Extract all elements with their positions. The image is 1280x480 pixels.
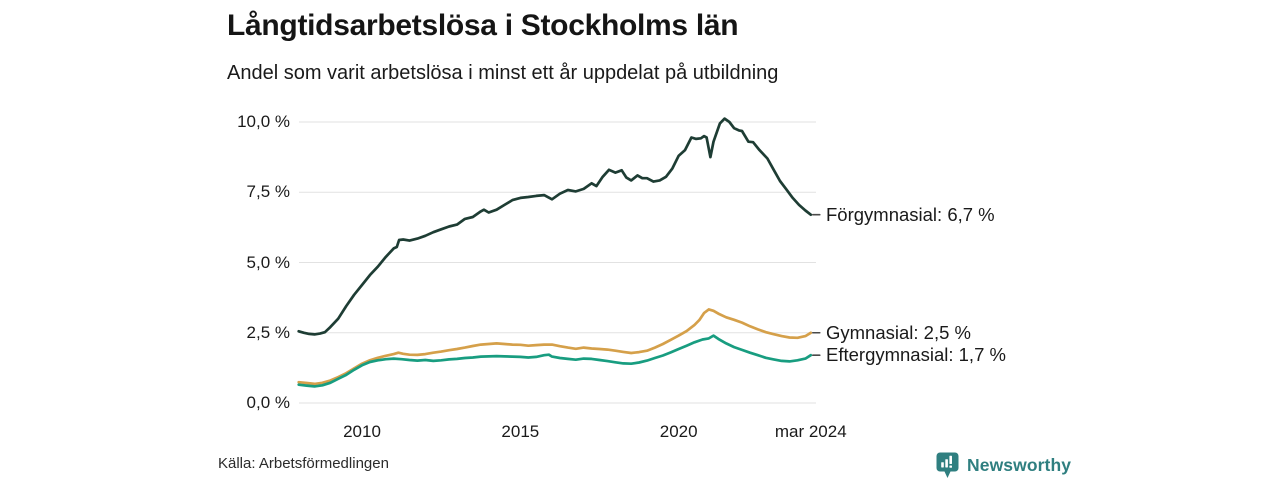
- series-label-eftergymnasial: Eftergymnasial: 1,7 %: [826, 344, 1006, 366]
- chart-subtitle: Andel som varit arbetslösa i minst ett å…: [227, 62, 779, 84]
- y-tick-label: 10,0 %: [237, 112, 290, 131]
- chart-title: Långtidsarbetslösa i Stockholms län: [227, 9, 739, 42]
- x-tick-label: 2015: [501, 422, 540, 441]
- series-label-gymnasial: Gymnasial: 2,5 %: [826, 321, 971, 343]
- newsworthy-brand: Newsworthy: [936, 452, 1071, 479]
- y-tick-label: 2,5 %: [246, 322, 290, 342]
- source-credit: Källa: Arbetsförmedlingen: [218, 455, 389, 472]
- newsworthy-logo-icon: [936, 452, 959, 478]
- y-tick-label: 5,0 %: [246, 252, 290, 272]
- series-label-forgymnasial: Förgymnasial: 6,7 %: [826, 203, 995, 225]
- x-tick-label: mar 2024: [774, 422, 847, 441]
- newsworthy-logo-text: Newsworthy: [967, 455, 1072, 475]
- y-tick-label: 0,0 %: [246, 393, 290, 412]
- x-tick-label: 2020: [659, 422, 698, 441]
- y-tick-label: 7,5 %: [246, 182, 290, 202]
- x-tick-label: 2010: [343, 422, 381, 441]
